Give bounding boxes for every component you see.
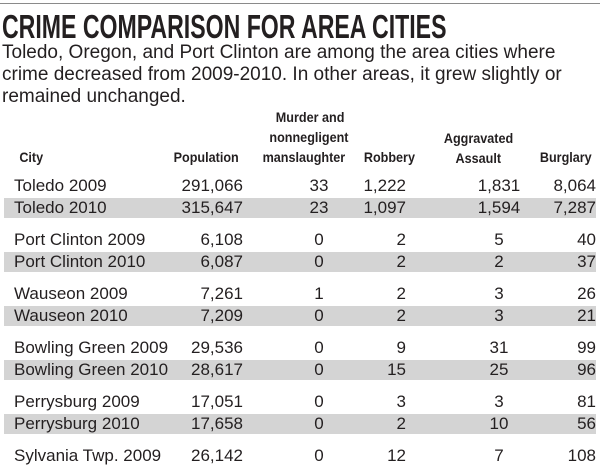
header-robbery: Robbery <box>363 149 415 165</box>
cell-population: 6,108 <box>200 230 243 249</box>
table-row: Sylvania Twp. 2009 26,142 0 12 7 108 <box>4 446 596 466</box>
cell-population: 17,658 <box>191 414 243 433</box>
cell-city: Sylvania Twp. 2009 <box>14 446 162 465</box>
cell-robbery: 3 <box>396 392 406 411</box>
intro-text: Toledo, Oregon, and Port Clinton are amo… <box>2 42 562 107</box>
cell-assault: 3 <box>494 306 504 325</box>
table-row: Port Clinton 2010 6,087 0 2 2 37 <box>4 252 596 272</box>
header-murder-line3: manslaughter <box>262 149 346 165</box>
cell-assault: 3 <box>494 284 504 303</box>
cell-city: Wauseon 2009 <box>14 284 128 303</box>
cell-robbery: 2 <box>396 284 406 303</box>
table-row: Wauseon 2009 7,261 1 2 3 26 <box>4 284 596 304</box>
cell-city: Toledo 2010 <box>14 198 107 217</box>
cell-murder: 0 <box>314 360 324 379</box>
cell-robbery: 2 <box>396 414 406 433</box>
cell-murder: 0 <box>314 252 324 271</box>
cell-city: Bowling Green 2010 <box>14 360 169 379</box>
cell-city: Toledo 2009 <box>14 176 107 195</box>
cell-burglary: 21 <box>577 306 596 325</box>
cell-murder: 0 <box>314 338 324 357</box>
top-rule <box>0 3 600 4</box>
header-assault-line2: Assault <box>455 150 502 166</box>
header-burglary: Burglary <box>539 149 592 165</box>
cell-burglary: 26 <box>577 284 596 303</box>
cell-burglary: 96 <box>577 360 596 379</box>
cell-assault: 10 <box>489 414 509 433</box>
table-row: Wauseon 2010 7,209 0 2 3 21 <box>4 306 596 326</box>
cell-murder: 0 <box>314 230 324 249</box>
cell-murder: 0 <box>314 414 324 433</box>
cell-robbery: 12 <box>387 446 406 465</box>
cell-city: Wauseon 2010 <box>14 306 128 325</box>
cell-burglary: 56 <box>577 414 596 433</box>
cell-city: Port Clinton 2010 <box>14 252 146 271</box>
cell-assault: 3 <box>494 392 504 411</box>
cell-burglary: 99 <box>577 338 596 357</box>
table-row: Port Clinton 2009 6,108 0 2 5 40 <box>4 230 596 250</box>
cell-population: 17,051 <box>191 392 243 411</box>
cell-murder: 1 <box>314 284 324 303</box>
cell-robbery: 9 <box>396 338 406 357</box>
cell-assault: 2 <box>494 252 504 271</box>
cell-robbery: 1,222 <box>363 176 406 195</box>
table-row: Bowling Green 2010 28,617 0 15 25 96 <box>4 360 596 380</box>
page-title: CRIME COMPARISON FOR AREA CITIES <box>2 8 447 45</box>
cell-assault: 1,831 <box>477 176 521 195</box>
cell-assault: 1,594 <box>477 198 521 217</box>
cell-population: 29,536 <box>191 338 243 357</box>
cell-population: 6,087 <box>200 252 243 271</box>
cell-population: 28,617 <box>191 360 243 379</box>
cell-city: Port Clinton 2009 <box>14 230 146 249</box>
cell-robbery: 2 <box>396 230 406 249</box>
cell-burglary: 8,064 <box>553 176 596 195</box>
cell-robbery: 2 <box>396 252 406 271</box>
table-row: Perrysburg 2009 17,051 0 3 3 81 <box>4 392 596 412</box>
header-population: Population <box>173 149 239 165</box>
cell-population: 315,647 <box>181 198 243 217</box>
cell-population: 291,066 <box>181 176 243 195</box>
cell-assault: 31 <box>489 338 509 357</box>
header-assault-line1: Aggravated <box>443 130 514 146</box>
cell-burglary: 108 <box>567 446 596 465</box>
cell-population: 7,209 <box>200 306 243 325</box>
cell-city: Perrysburg 2010 <box>14 414 140 433</box>
cell-population: 7,261 <box>200 284 243 303</box>
cell-burglary: 81 <box>577 392 596 411</box>
cell-murder: 0 <box>314 446 324 465</box>
cell-population: 26,142 <box>191 446 243 465</box>
cell-burglary: 40 <box>577 230 596 249</box>
table-row: Toledo 2009 291,066 33 1,222 1,831 8,064 <box>4 176 596 196</box>
cell-assault: 5 <box>494 230 504 249</box>
cell-murder: 0 <box>314 392 324 411</box>
cell-assault: 25 <box>489 360 509 379</box>
cell-murder: 23 <box>309 198 329 217</box>
cell-burglary: 37 <box>577 252 596 271</box>
cell-murder: 0 <box>314 306 324 325</box>
cell-robbery: 1,097 <box>363 198 406 217</box>
table-row: Perrysburg 2010 17,658 0 2 10 56 <box>4 414 596 434</box>
cell-robbery: 2 <box>396 306 406 325</box>
header-murder-line2: nonnegligent <box>269 129 349 145</box>
header-murder-line1: Murder and <box>275 109 345 125</box>
cell-assault: 7 <box>494 446 504 465</box>
cell-city: Bowling Green 2009 <box>14 338 169 357</box>
cell-burglary: 7,287 <box>553 198 596 217</box>
cell-murder: 33 <box>309 176 329 195</box>
table-row: Bowling Green 2009 29,536 0 9 31 99 <box>4 338 596 358</box>
table-row: Toledo 2010 315,647 23 1,097 1,594 7,287 <box>4 198 596 218</box>
cell-robbery: 15 <box>387 360 406 379</box>
header-city: City <box>19 149 44 165</box>
cell-city: Perrysburg 2009 <box>14 392 140 411</box>
